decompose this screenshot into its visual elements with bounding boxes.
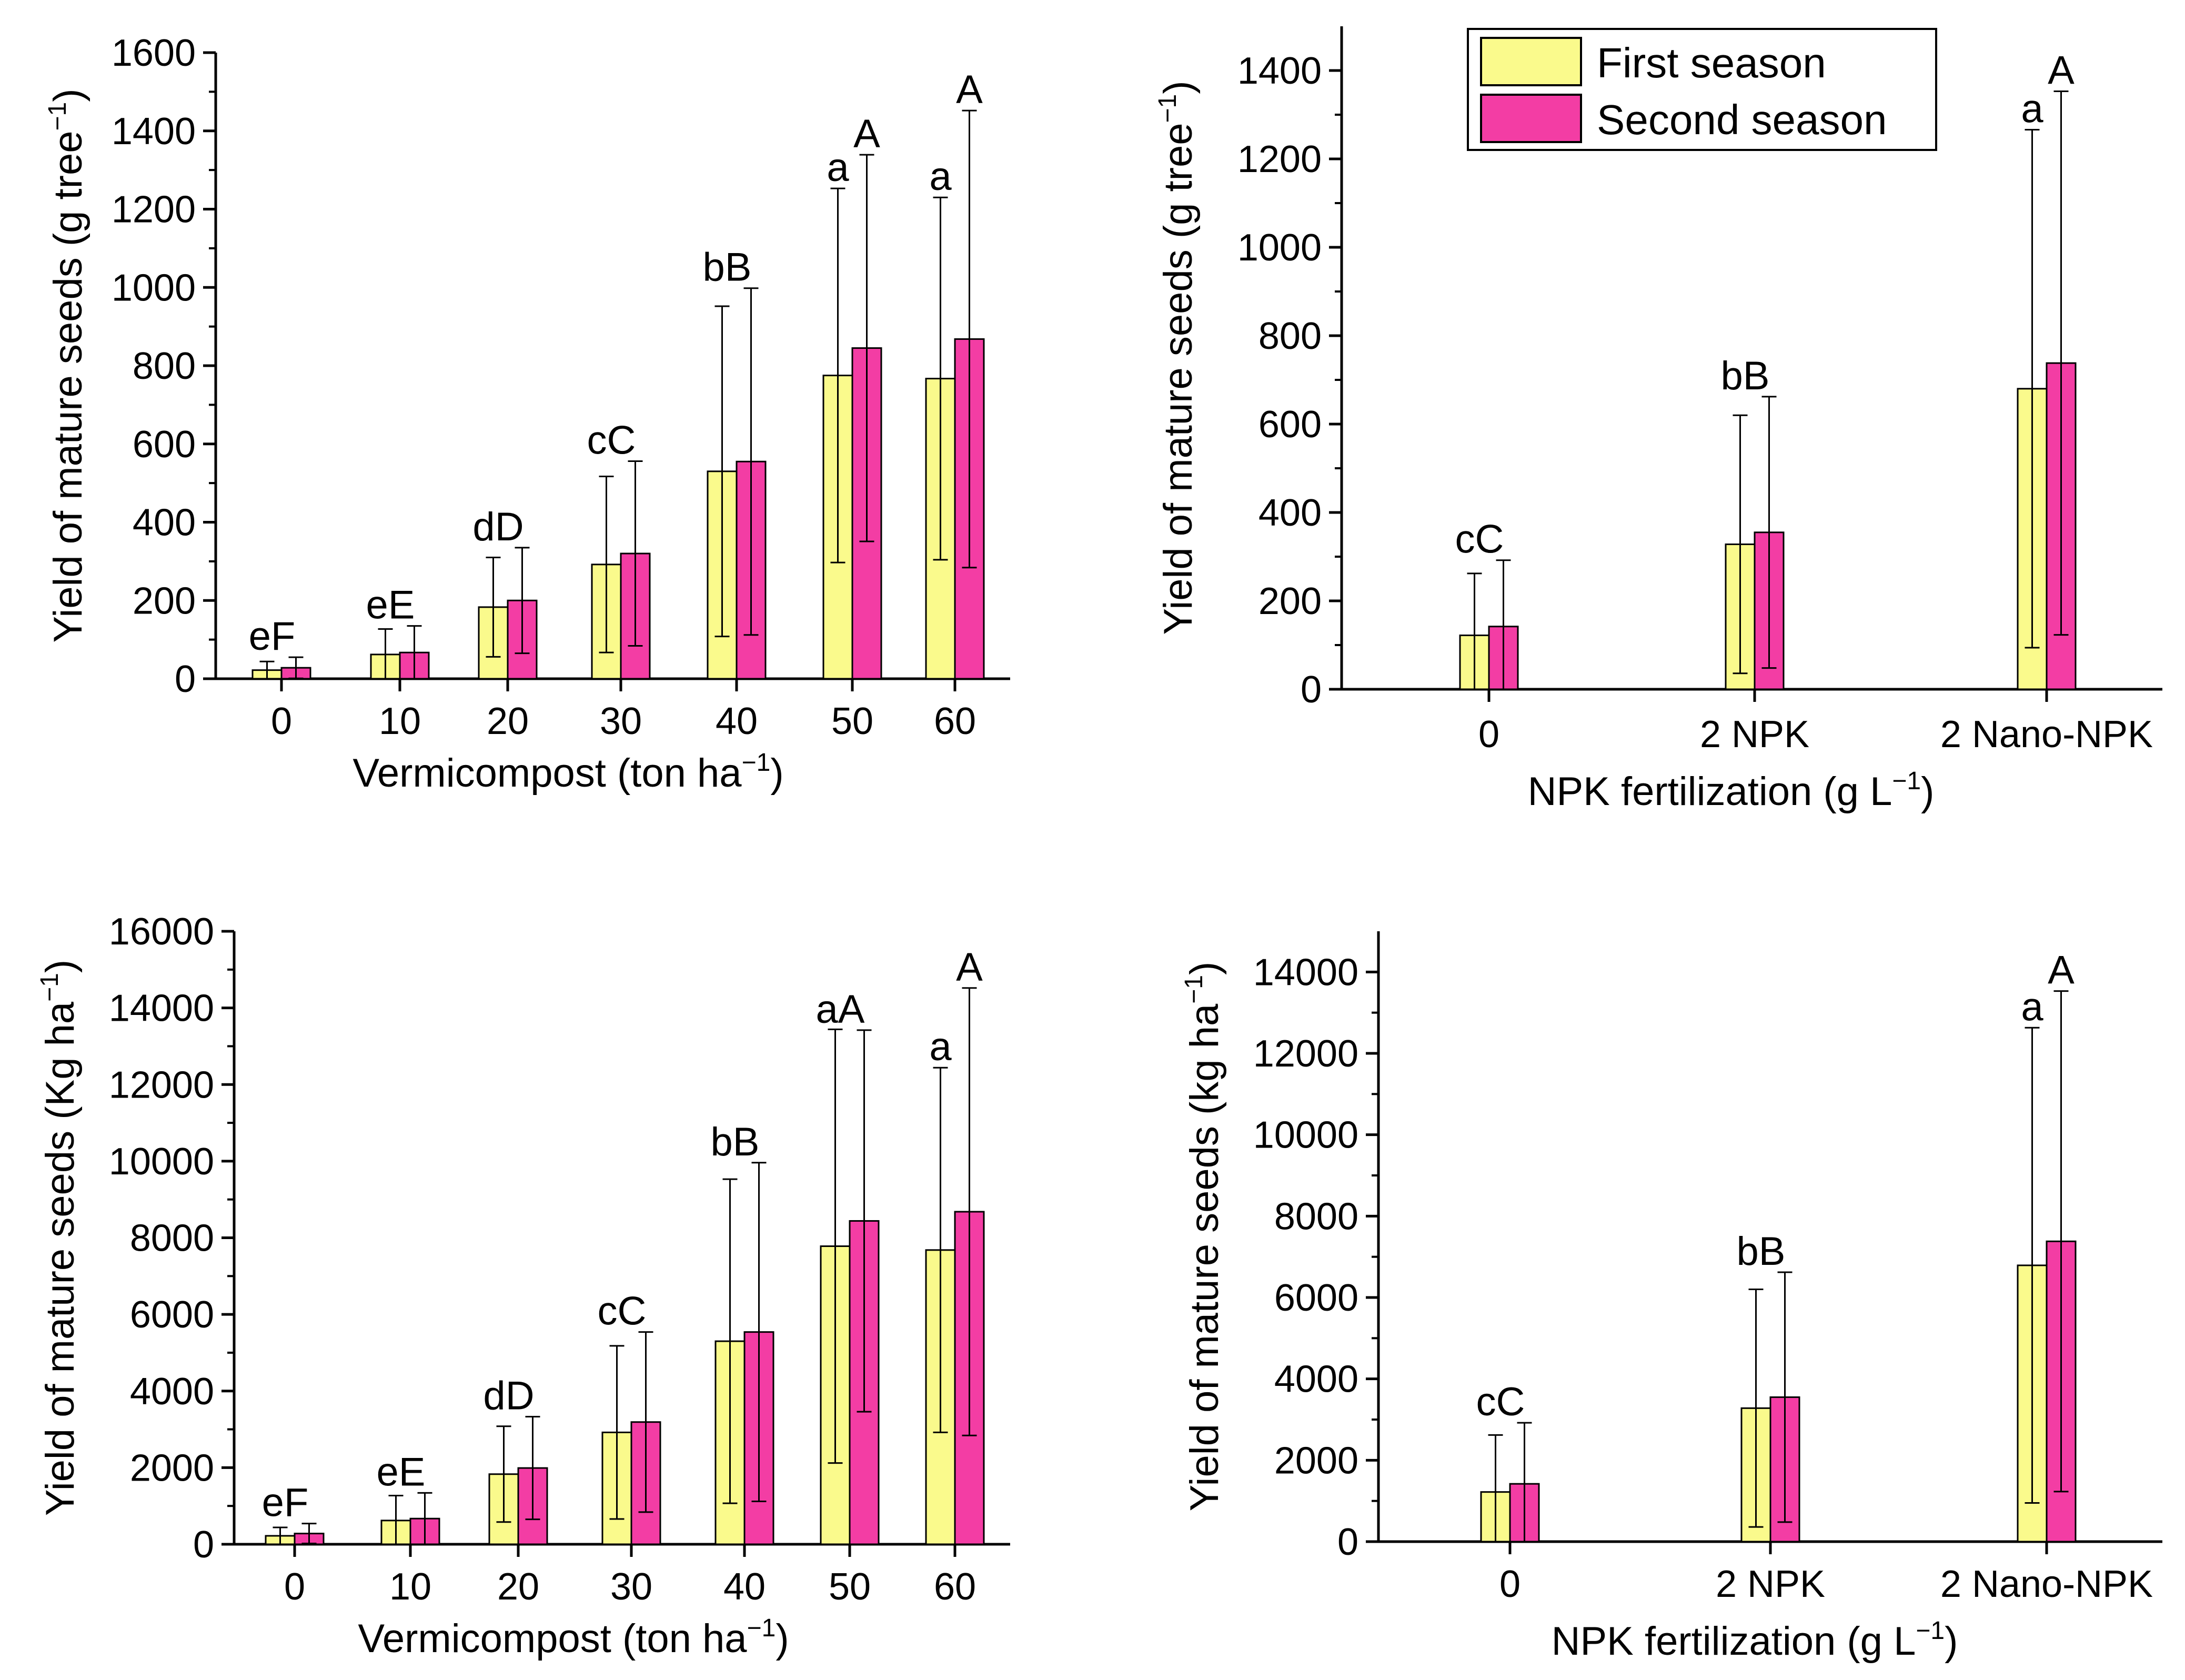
significance-label: a xyxy=(929,1024,952,1069)
y-tick-label: 2000 xyxy=(1274,1440,1358,1482)
y-tick-label: 400 xyxy=(1258,492,1322,534)
significance-label: cC xyxy=(1455,517,1504,562)
y-tick-label: 2000 xyxy=(130,1447,214,1489)
y-tick-label: 0 xyxy=(1337,1521,1358,1563)
y-tick-label: 10000 xyxy=(109,1141,214,1183)
x-tick-label: 0 xyxy=(271,700,292,742)
chart-panel-bottom-right: 0 2000 4000 6000 8000 10000 12000 14000 0 2 NPK 2 … xyxy=(1180,931,2162,1664)
y-tick-label: 6000 xyxy=(1274,1277,1358,1319)
y-tick-label: 1400 xyxy=(112,110,196,153)
x-tick-label: 20 xyxy=(497,1566,539,1608)
significance-label: aA xyxy=(816,987,865,1032)
y-tick-label: 600 xyxy=(1258,404,1322,446)
y-tick-label: 6000 xyxy=(130,1294,214,1336)
x-tick-label: 20 xyxy=(487,700,529,742)
significance-label: dD xyxy=(472,505,523,549)
y-tick-label: 1400 xyxy=(1237,50,1322,92)
y-tick-label: 1200 xyxy=(112,189,196,231)
y-tick-label: 800 xyxy=(1258,315,1322,357)
x-tick-label: 40 xyxy=(716,700,758,742)
significance-label: cC xyxy=(598,1289,647,1334)
x-tick-label: 50 xyxy=(831,700,873,742)
x-axis-title: Vermicompost (ton ha−1) xyxy=(353,749,783,796)
y-tick-label: 12000 xyxy=(1253,1033,1358,1075)
y-tick-label: 12000 xyxy=(109,1064,214,1106)
y-axis-title: Yield of mature seeds (g tree−1) xyxy=(44,88,90,642)
significance-label: bB xyxy=(1737,1229,1786,1274)
y-tick-label: 1000 xyxy=(112,267,196,309)
x-tick-label: 0 xyxy=(284,1566,305,1608)
significance-label: dD xyxy=(483,1374,534,1419)
x-tick-label: 30 xyxy=(610,1566,652,1608)
x-axis-title: NPK fertilization (g L−1) xyxy=(1552,1617,1958,1664)
y-tick-label: 1600 xyxy=(112,32,196,74)
x-tick-label: 60 xyxy=(934,700,976,742)
significance-label: A xyxy=(956,945,983,990)
significance-label: a xyxy=(827,145,849,190)
y-axis-title: Yield of mature seeds (g tree−1) xyxy=(1154,81,1201,635)
y-tick-label: 16000 xyxy=(109,911,214,953)
significance-label: A xyxy=(2048,48,2075,93)
x-tick-label: 40 xyxy=(723,1566,766,1608)
significance-label: eE xyxy=(366,583,415,628)
y-axis-title: Yield of mature seeds (kg ha−1) xyxy=(1180,962,1227,1512)
x-tick-label: 2 NPK xyxy=(1700,713,1809,756)
significance-label: bB xyxy=(703,245,752,290)
significance-label: eE xyxy=(377,1450,426,1494)
y-tick-label: 800 xyxy=(133,345,196,387)
significance-label: cC xyxy=(587,418,636,462)
y-tick-label: 400 xyxy=(133,502,196,544)
x-tick-label: 50 xyxy=(829,1566,871,1608)
y-tick-label: 200 xyxy=(1258,580,1322,622)
significance-label: A xyxy=(956,67,983,112)
x-tick-label: 2 NPK xyxy=(1716,1563,1825,1605)
significance-label: a xyxy=(929,154,952,199)
legend-swatch-first-season xyxy=(1480,37,1582,86)
legend-label-second-season: Second season xyxy=(1597,96,1887,143)
significance-label: cC xyxy=(1476,1380,1525,1424)
chart-panel-bottom-left: 0 2000 4000 6000 8000 10000 12000 14000 16000 0 10… xyxy=(36,911,1010,1661)
significance-label: a xyxy=(2021,87,2043,132)
y-tick-label: 0 xyxy=(193,1524,214,1566)
x-tick-label: 0 xyxy=(1478,713,1499,756)
y-tick-label: 200 xyxy=(133,580,196,622)
x-tick-label: 2 Nano-NPK xyxy=(1940,1563,2153,1605)
x-tick-label: 60 xyxy=(934,1566,976,1608)
x-tick-label: 0 xyxy=(1499,1563,1521,1605)
y-tick-label: 1200 xyxy=(1237,138,1322,180)
legend-label-first-season: First season xyxy=(1597,39,1826,86)
x-axis-title: Vermicompost (ton ha−1) xyxy=(358,1614,789,1661)
significance-label: A xyxy=(853,112,880,156)
y-axis-title: Yield of mature seeds (Kg ha−1) xyxy=(36,960,83,1516)
y-tick-label: 600 xyxy=(133,424,196,466)
chart-panel-top-right: 0 200 400 600 800 1000 1200 1400 0 2 NPK 2 Nano-NP… xyxy=(1154,26,2162,814)
x-axis-title: NPK fertilization (g L−1) xyxy=(1528,767,1935,814)
x-tick-label: 30 xyxy=(600,700,642,742)
significance-label: bB xyxy=(1721,354,1770,398)
x-tick-label: 10 xyxy=(389,1566,431,1608)
y-tick-label: 14000 xyxy=(1253,951,1358,993)
significance-label: a xyxy=(2021,984,2043,1029)
chart-panel-top-left: 0 200 400 600 800 1000 1200 1400 1600 0 10 20 30 40 50… xyxy=(44,32,1010,796)
y-tick-label: 4000 xyxy=(1274,1359,1358,1401)
significance-label: eF xyxy=(249,614,296,659)
x-tick-label: 10 xyxy=(379,700,421,742)
y-tick-label: 8000 xyxy=(130,1218,214,1260)
legend-swatch-second-season xyxy=(1480,94,1582,143)
legend: First season Second season xyxy=(1467,28,1937,151)
y-tick-label: 0 xyxy=(1301,669,1322,711)
x-tick-label: 2 Nano-NPK xyxy=(1940,713,2153,756)
y-tick-label: 14000 xyxy=(109,988,214,1030)
y-tick-label: 10000 xyxy=(1253,1114,1358,1156)
y-tick-label: 8000 xyxy=(1274,1195,1358,1238)
significance-label: bB xyxy=(711,1120,760,1164)
significance-label: eF xyxy=(262,1481,309,1525)
y-tick-label: 4000 xyxy=(130,1371,214,1413)
y-tick-label: 0 xyxy=(175,658,196,700)
y-tick-label: 1000 xyxy=(1237,227,1322,269)
significance-label: A xyxy=(2048,948,2075,993)
